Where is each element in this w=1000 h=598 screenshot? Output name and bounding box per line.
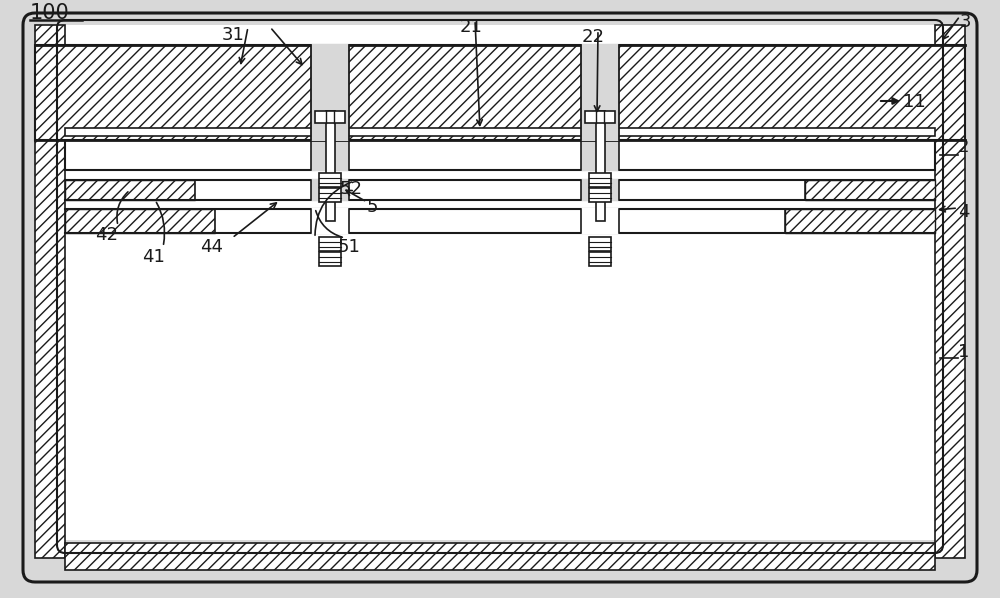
Text: 3: 3 <box>960 13 972 31</box>
Bar <box>589 173 611 187</box>
Bar <box>581 139 619 171</box>
Bar <box>311 208 349 234</box>
Bar <box>65 209 215 233</box>
Bar <box>35 25 65 558</box>
Bar <box>585 111 615 123</box>
Text: 4: 4 <box>958 203 970 221</box>
Bar <box>589 188 611 202</box>
Bar <box>65 180 195 200</box>
Bar <box>65 543 935 570</box>
Bar <box>65 128 935 136</box>
Text: 21: 21 <box>460 18 483 36</box>
Text: 5: 5 <box>367 198 378 216</box>
Bar <box>311 44 349 141</box>
Text: 51: 51 <box>338 238 361 256</box>
Text: 1: 1 <box>958 343 969 361</box>
Bar <box>319 188 341 202</box>
Bar <box>319 252 341 266</box>
Bar <box>805 180 935 200</box>
Text: 41: 41 <box>142 248 165 266</box>
Bar <box>581 179 619 201</box>
Bar <box>35 45 965 140</box>
Bar <box>589 237 611 251</box>
Bar <box>581 44 619 141</box>
Text: 2: 2 <box>958 138 970 156</box>
Bar <box>319 173 341 187</box>
Text: 52: 52 <box>340 180 363 198</box>
Bar <box>65 140 935 170</box>
Bar <box>311 179 349 201</box>
Bar <box>215 209 785 233</box>
Bar <box>65 25 935 540</box>
Bar <box>195 180 805 200</box>
Bar <box>785 209 935 233</box>
Text: 22: 22 <box>582 28 605 46</box>
Bar <box>589 252 611 266</box>
Text: 11: 11 <box>903 93 926 111</box>
Bar <box>596 111 605 221</box>
Bar <box>326 111 335 221</box>
Text: 100: 100 <box>30 3 70 23</box>
Bar <box>581 208 619 234</box>
Bar <box>311 139 349 171</box>
Text: 31: 31 <box>222 26 245 44</box>
Text: 44: 44 <box>200 238 223 256</box>
Bar <box>315 111 345 123</box>
Text: 42: 42 <box>95 226 118 244</box>
Bar <box>319 237 341 251</box>
Bar <box>935 25 965 558</box>
